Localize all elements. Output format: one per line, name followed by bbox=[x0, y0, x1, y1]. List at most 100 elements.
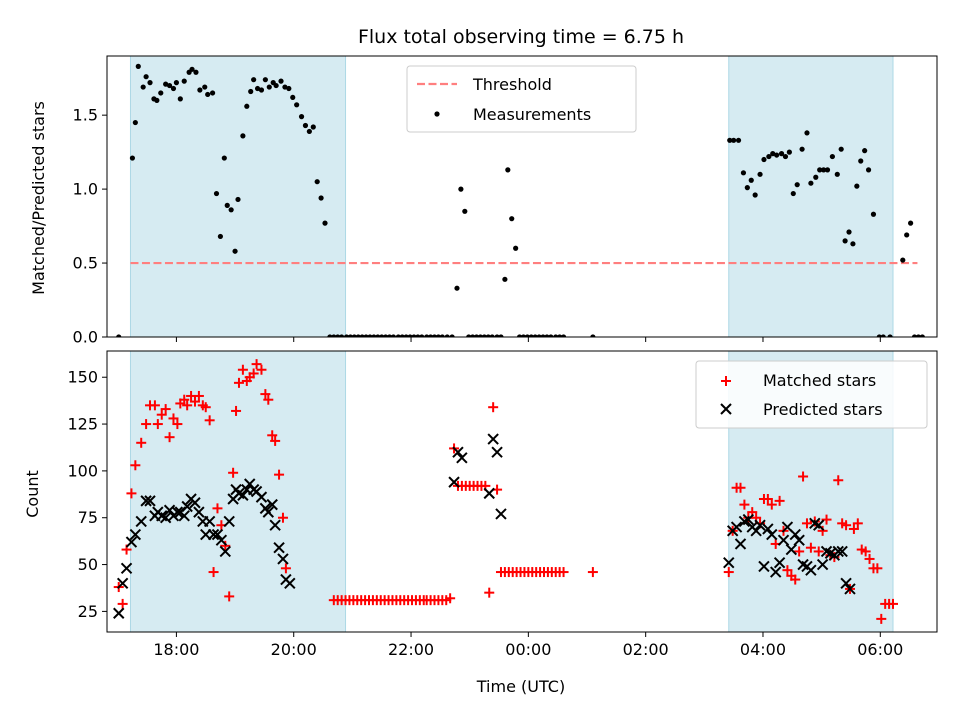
predicted-stars-point bbox=[734, 538, 747, 550]
predicted-stars-point bbox=[178, 510, 190, 522]
measurement-point bbox=[135, 63, 141, 69]
measurement-point bbox=[513, 245, 519, 251]
predicted-stars-point bbox=[223, 515, 235, 528]
predicted-stars-point bbox=[487, 433, 499, 445]
measurement-point bbox=[449, 334, 455, 337]
measurement-point bbox=[147, 80, 153, 86]
predicted-stars-point bbox=[284, 577, 296, 590]
measurement-point bbox=[444, 334, 450, 337]
predicted-stars-point bbox=[750, 525, 762, 537]
measurement-point bbox=[355, 334, 361, 337]
measurement-point bbox=[498, 334, 504, 337]
measurement-point bbox=[415, 334, 421, 337]
x-tick-label: 18:00 bbox=[153, 640, 199, 659]
matched-stars-point bbox=[204, 415, 215, 426]
matched-stars-point bbox=[231, 405, 242, 416]
matched-stars-point bbox=[852, 518, 863, 529]
measurement-point bbox=[520, 334, 527, 337]
matched-stars-point bbox=[762, 493, 773, 504]
matched-stars-point bbox=[256, 364, 267, 375]
matched-stars-point bbox=[790, 574, 801, 585]
matched-stars-point bbox=[193, 390, 204, 401]
measurement-point bbox=[834, 171, 840, 177]
measurement-point bbox=[399, 334, 405, 337]
y-tick-label: 100 bbox=[67, 461, 98, 480]
matched-stars-point bbox=[172, 419, 183, 430]
matched-stars-point bbox=[587, 567, 598, 578]
matched-stars-point bbox=[558, 567, 569, 578]
measurement-point bbox=[757, 171, 763, 177]
measurement-point bbox=[829, 153, 835, 160]
measurement-point bbox=[173, 80, 180, 86]
measurement-point bbox=[166, 82, 173, 89]
measurement-point bbox=[177, 96, 183, 102]
y-tick-label: 150 bbox=[67, 368, 98, 387]
measurement-point bbox=[209, 90, 216, 96]
measurement-point bbox=[505, 167, 511, 173]
measurement-point bbox=[170, 85, 177, 92]
measurement-point bbox=[915, 334, 922, 337]
matched-stars-point bbox=[233, 377, 244, 388]
measurement-point bbox=[786, 149, 792, 155]
y-tick-label: 25 bbox=[78, 602, 98, 621]
matched-stars-point bbox=[220, 540, 231, 551]
measurement-point bbox=[908, 220, 914, 226]
legend-measurements-label: Measurements bbox=[473, 105, 591, 124]
predicted-stars-point bbox=[742, 513, 755, 526]
matched-stars-point bbox=[277, 512, 288, 523]
measurement-point bbox=[808, 180, 814, 186]
predicted-stars-point bbox=[836, 545, 848, 558]
matched-stars-point bbox=[208, 567, 219, 578]
legend-predicted-label: Predicted stars bbox=[763, 400, 883, 419]
matched-stars-point bbox=[821, 514, 832, 525]
measurement-point bbox=[419, 334, 425, 337]
measurement-point bbox=[266, 84, 272, 90]
legend-matched-swatch bbox=[721, 376, 731, 386]
predicted-stars-point bbox=[793, 534, 805, 546]
matched-stars-point bbox=[224, 591, 235, 602]
matched-stars-point bbox=[484, 587, 495, 598]
predicted-stars-point bbox=[125, 536, 138, 548]
matched-stars-point bbox=[117, 598, 128, 609]
measurement-point bbox=[824, 167, 831, 173]
measurement-point bbox=[286, 85, 292, 92]
matched-stars-point bbox=[141, 419, 152, 430]
measurement-point bbox=[752, 192, 758, 198]
measurement-point bbox=[403, 334, 409, 337]
measurement-point bbox=[327, 334, 333, 337]
predicted-stars-point bbox=[452, 446, 464, 458]
matched-stars-point bbox=[860, 546, 871, 557]
predicted-stars-point bbox=[723, 556, 735, 569]
measurement-point bbox=[278, 78, 284, 84]
measurement-point bbox=[870, 211, 877, 217]
top-plot-area bbox=[116, 56, 925, 337]
measurement-point bbox=[524, 334, 530, 337]
measurement-point bbox=[740, 170, 747, 176]
measurement-point bbox=[193, 69, 199, 75]
x-tick-label: 06:00 bbox=[857, 640, 903, 659]
legend-threshold-label: Threshold bbox=[472, 75, 552, 94]
matched-stars-point bbox=[130, 460, 141, 471]
measurement-point bbox=[363, 334, 369, 337]
measurement-point bbox=[244, 103, 250, 109]
measurement-point bbox=[424, 334, 430, 337]
measurement-point bbox=[306, 128, 312, 135]
measurement-point bbox=[197, 87, 203, 93]
matched-stars-point bbox=[212, 503, 223, 514]
predicted-stars-point bbox=[495, 508, 507, 520]
measurement-point bbox=[516, 334, 523, 337]
measurement-point bbox=[221, 155, 227, 161]
predicted-stars-point bbox=[789, 528, 801, 541]
measurement-point bbox=[509, 216, 515, 222]
matched-stars-point bbox=[445, 593, 456, 604]
measurement-point bbox=[290, 94, 296, 101]
measurement-point bbox=[854, 183, 860, 189]
predicted-stars-point bbox=[255, 491, 268, 503]
measurement-point bbox=[804, 130, 810, 136]
measurement-point bbox=[748, 177, 754, 183]
measurement-point bbox=[294, 102, 300, 108]
predicted-stars-point bbox=[237, 489, 249, 501]
measurement-point bbox=[158, 90, 164, 96]
measurement-point bbox=[911, 334, 918, 337]
matched-stars-point bbox=[798, 471, 809, 482]
